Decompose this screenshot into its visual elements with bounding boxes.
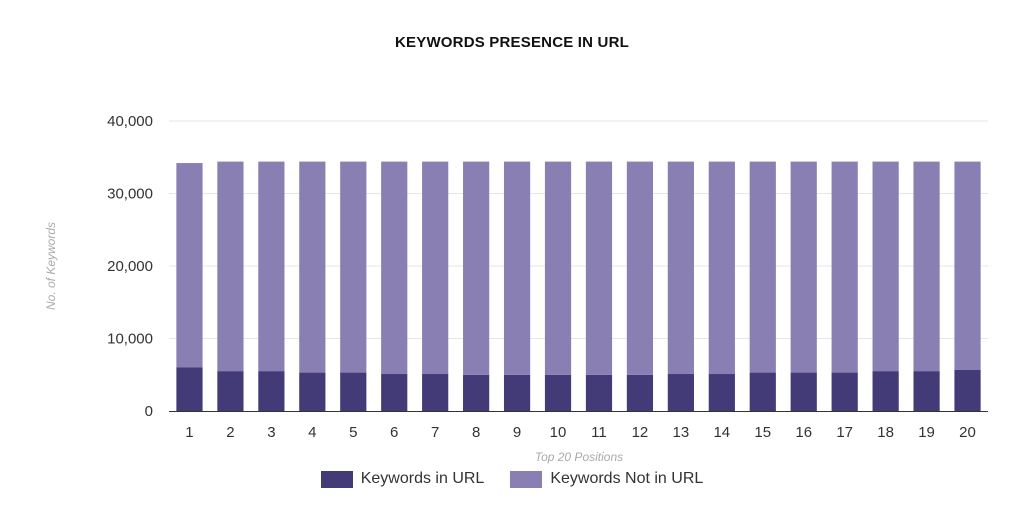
y-tick-label: 30,000 xyxy=(107,186,153,203)
legend-swatch-not-in-url xyxy=(510,470,543,488)
x-tick-label: 11 xyxy=(591,424,607,441)
x-axis-title: Top 20 Positions xyxy=(535,450,623,464)
bar-keywords-in-url[interactable] xyxy=(544,374,572,411)
bar-keywords-in-url[interactable] xyxy=(831,372,858,411)
y-tick-label: 0 xyxy=(145,403,153,420)
x-tick-label: 5 xyxy=(349,424,357,441)
x-tick-label: 15 xyxy=(754,424,771,441)
legend-label-in-url: Keywords in URL xyxy=(360,470,485,487)
bar-keywords-in-url[interactable] xyxy=(708,374,735,411)
y-tick-label: 40,000 xyxy=(107,113,153,130)
legend-item-in-url[interactable]: Keywords in URL xyxy=(320,470,485,488)
x-tick-label: 1 xyxy=(185,424,193,441)
bar-keywords-in-url[interactable] xyxy=(667,374,694,411)
bar-keywords-not-in-url[interactable] xyxy=(217,161,244,372)
x-tick-label: 3 xyxy=(267,424,275,441)
y-tick-label: 10,000 xyxy=(107,331,153,348)
x-tick-label: 19 xyxy=(918,424,935,441)
x-tick-label: 9 xyxy=(513,424,521,441)
x-tick-label: 17 xyxy=(836,424,853,441)
bar-keywords-not-in-url[interactable] xyxy=(503,161,531,375)
x-tick-label: 7 xyxy=(431,424,439,441)
bar-keywords-in-url[interactable] xyxy=(381,374,408,411)
bar-keywords-not-in-url[interactable] xyxy=(954,161,981,370)
bar-keywords-not-in-url[interactable] xyxy=(585,161,613,375)
bar-keywords-not-in-url[interactable] xyxy=(831,161,858,373)
bar-keywords-in-url[interactable] xyxy=(872,371,899,411)
bar-keywords-not-in-url[interactable] xyxy=(544,161,572,375)
bar-keywords-in-url[interactable] xyxy=(626,374,654,411)
x-tick-label: 6 xyxy=(390,424,398,441)
bar-keywords-in-url[interactable] xyxy=(422,374,449,411)
bar-keywords-not-in-url[interactable] xyxy=(463,161,490,375)
bar-keywords-in-url[interactable] xyxy=(503,374,531,411)
bar-keywords-in-url[interactable] xyxy=(217,371,244,411)
bar-keywords-not-in-url[interactable] xyxy=(258,161,285,372)
bar-keywords-not-in-url[interactable] xyxy=(176,163,203,368)
legend-item-not-in-url[interactable]: Keywords Not in URL xyxy=(510,470,703,488)
bar-keywords-not-in-url[interactable] xyxy=(708,161,735,375)
legend: Keywords in URL Keywords Not in URL xyxy=(0,470,1024,488)
x-tick-label: 2 xyxy=(226,424,234,441)
bar-keywords-in-url[interactable] xyxy=(258,371,285,411)
x-tick-label: 4 xyxy=(308,424,316,441)
bar-keywords-in-url[interactable] xyxy=(299,372,326,411)
bar-keywords-not-in-url[interactable] xyxy=(790,161,817,373)
bar-keywords-not-in-url[interactable] xyxy=(872,161,899,372)
bar-keywords-not-in-url[interactable] xyxy=(626,161,654,375)
bar-keywords-not-in-url[interactable] xyxy=(667,161,694,375)
x-tick-label: 20 xyxy=(959,424,976,441)
x-tick-label: 18 xyxy=(877,424,894,441)
bar-keywords-not-in-url[interactable] xyxy=(381,161,408,375)
bar-keywords-in-url[interactable] xyxy=(790,372,817,411)
x-tick-label: 8 xyxy=(472,424,480,441)
bar-keywords-not-in-url[interactable] xyxy=(913,161,940,372)
x-tick-label: 16 xyxy=(795,424,812,441)
x-tick-label: 12 xyxy=(632,424,649,441)
chart-title: KEYWORDS PRESENCE IN URL xyxy=(395,34,629,51)
bar-keywords-in-url[interactable] xyxy=(340,372,367,411)
bar-keywords-not-in-url[interactable] xyxy=(422,161,449,375)
bars xyxy=(176,161,981,412)
x-tick-label: 13 xyxy=(673,424,690,441)
y-axis-title: No. of Keywords xyxy=(44,222,58,310)
legend-label-not-in-url: Keywords Not in URL xyxy=(550,470,704,487)
bar-keywords-in-url[interactable] xyxy=(913,371,940,411)
x-tick-label: 10 xyxy=(550,424,567,441)
x-tick-label: 14 xyxy=(713,424,730,441)
legend-swatch-in-url xyxy=(320,470,353,488)
bar-keywords-not-in-url[interactable] xyxy=(749,161,776,373)
bar-keywords-in-url[interactable] xyxy=(749,372,776,411)
bar-keywords-in-url[interactable] xyxy=(954,369,981,411)
grid-lines xyxy=(169,120,988,339)
bar-keywords-not-in-url[interactable] xyxy=(340,161,367,373)
bar-keywords-in-url[interactable] xyxy=(585,374,613,411)
bar-keywords-in-url[interactable] xyxy=(463,374,490,411)
bar-keywords-not-in-url[interactable] xyxy=(299,161,326,373)
y-tick-label: 20,000 xyxy=(107,258,153,275)
bar-keywords-in-url[interactable] xyxy=(176,367,203,412)
